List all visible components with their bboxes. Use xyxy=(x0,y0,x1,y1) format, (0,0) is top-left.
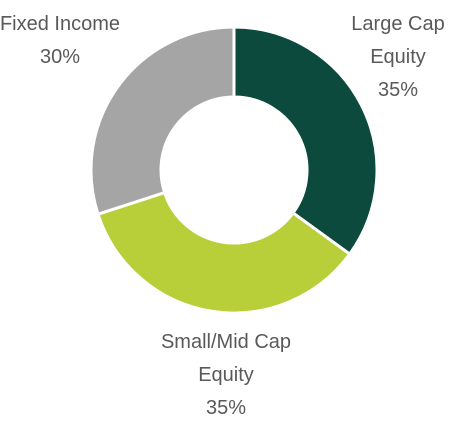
value-label: 35% xyxy=(377,79,419,101)
slice-label: Large Cap Equity 35% xyxy=(328,8,455,107)
value-label: 35% xyxy=(205,397,247,419)
donut-slice xyxy=(96,190,352,315)
category-label: Fixed Income xyxy=(0,13,121,35)
donut-slice xyxy=(89,25,236,217)
donut-slice xyxy=(232,25,379,257)
chart xyxy=(89,25,379,315)
slice-label: Fixed Income 30% xyxy=(0,8,130,74)
value-label: 30% xyxy=(39,46,81,68)
category-label: Large Cap Equity xyxy=(351,13,445,68)
category-label: Small/Mid Cap Equity xyxy=(160,331,292,386)
slice-label: Small/Mid Cap Equity 35% xyxy=(136,326,316,425)
page: (() => { const data = JSON.parse(documen… xyxy=(0,8,455,419)
